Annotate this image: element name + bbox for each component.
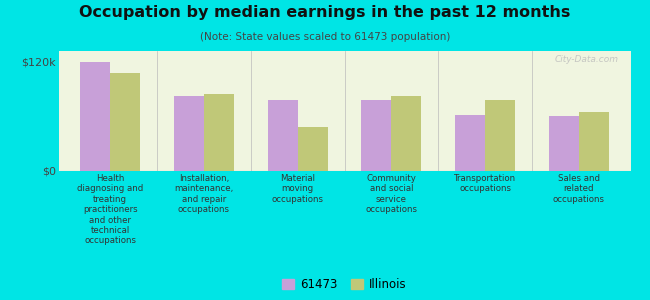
Bar (298, 128, 328, 171)
Text: Transportation
occupations: Transportation occupations (454, 174, 516, 194)
Text: Occupation by median earnings in the past 12 months: Occupation by median earnings in the pas… (79, 4, 571, 20)
Text: (Note: State values scaled to 61473 population): (Note: State values scaled to 61473 popu… (200, 32, 450, 41)
Text: City-Data.com: City-Data.com (555, 55, 619, 64)
Bar (485, 100, 515, 171)
Text: Health
diagnosing and
treating
practitioners
and other
technical
occupations: Health diagnosing and treating practitio… (77, 174, 143, 245)
Bar (361, 100, 391, 171)
Bar (391, 97, 421, 171)
Bar (174, 97, 204, 171)
Text: Installation,
maintenance,
and repair
occupations: Installation, maintenance, and repair oc… (174, 174, 233, 214)
Bar (579, 112, 609, 171)
Bar (549, 116, 579, 171)
Bar (268, 100, 298, 171)
Bar (110, 73, 140, 171)
Bar (455, 115, 485, 171)
Text: Community
and social
service
occupations: Community and social service occupations (365, 174, 417, 214)
Bar (204, 94, 234, 171)
Bar (80, 62, 110, 171)
Legend: 61473, Illinois: 61473, Illinois (282, 278, 407, 291)
Text: Material
moving
occupations: Material moving occupations (272, 174, 324, 204)
Text: Sales and
related
occupations: Sales and related occupations (553, 174, 605, 204)
